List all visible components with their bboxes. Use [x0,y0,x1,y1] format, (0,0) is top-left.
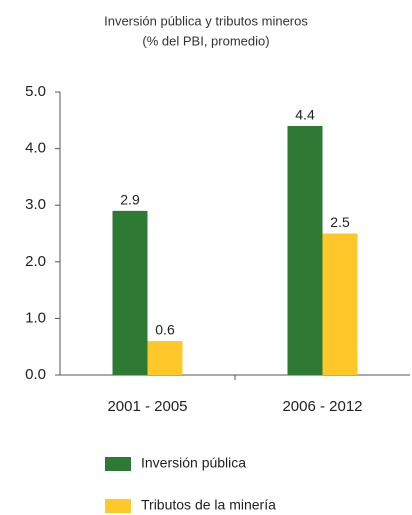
legend-swatch [105,457,131,471]
chart-title: Inversión pública y tributos mineros [104,13,308,28]
y-tick-label: 5.0 [25,83,46,100]
value-label: 2.9 [120,192,140,208]
legend-label: Inversión pública [141,455,246,471]
y-tick-label: 4.0 [25,140,46,157]
y-tick-label: 0.0 [25,366,46,383]
bar [112,210,148,375]
bar [147,341,183,375]
bar [322,233,358,375]
y-tick-label: 1.0 [25,309,46,326]
value-label: 2.5 [330,214,350,230]
y-tick-label: 3.0 [25,196,46,213]
chart-subtitle: (% del PBI, promedio) [142,33,269,48]
bar [287,125,323,376]
x-tick-label: 2006 - 2012 [282,398,362,415]
value-label: 0.6 [155,322,175,338]
y-tick-label: 2.0 [25,253,46,270]
legend-label: Tributos de la minería [141,497,276,513]
legend-swatch [105,499,131,513]
x-tick-label: 2001 - 2005 [107,398,187,415]
value-label: 4.4 [295,107,315,123]
